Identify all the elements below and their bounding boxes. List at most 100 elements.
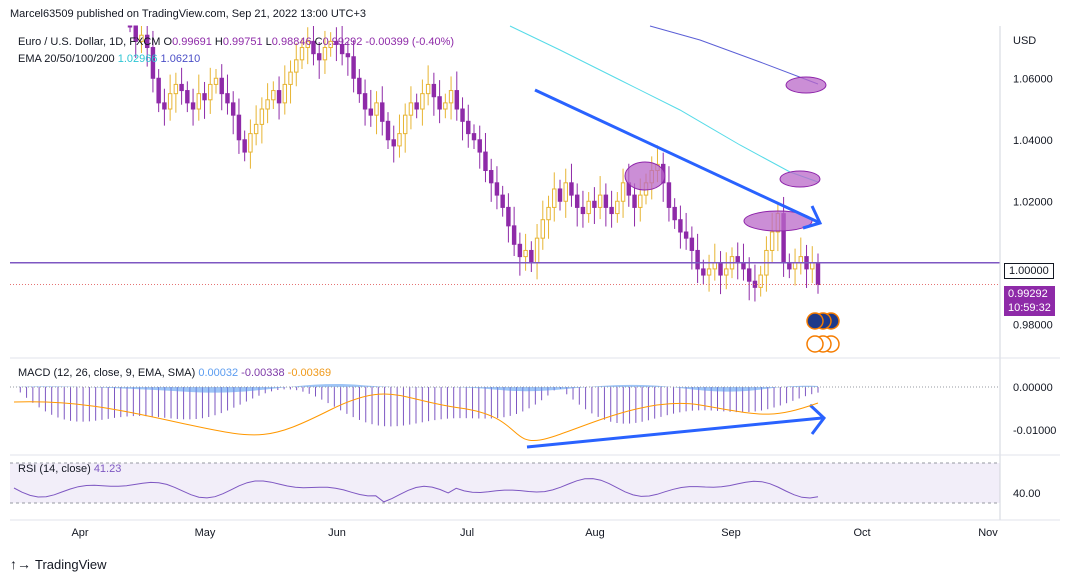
candle-body [425, 83, 431, 95]
candle-body [506, 206, 511, 227]
candle-body [173, 83, 179, 95]
tradingview-logo-icon: ↑→ [10, 556, 31, 572]
macd-histogram-area [14, 384, 818, 393]
candle-body [448, 90, 454, 104]
candle-body [368, 108, 374, 116]
open-label: O [163, 36, 173, 48]
candle-body [746, 268, 752, 282]
candle-body [638, 194, 643, 208]
highlight-ellipse [743, 210, 813, 232]
current-price-tag: 0.99292 10:59:32 [1004, 286, 1055, 316]
candle-body [402, 114, 408, 135]
time-tick-label: Oct [853, 527, 870, 539]
candle-body [144, 34, 150, 49]
rsi-band [10, 463, 1000, 503]
price-tick-label: 1.04000 [1013, 135, 1053, 147]
candle-body [414, 102, 419, 110]
ema-line [509, 25, 819, 183]
candle-body [162, 102, 167, 110]
candle-body [511, 225, 517, 245]
candle-body [718, 262, 723, 276]
time-tick-label: Jun [328, 527, 346, 539]
change-value: -0.00399 (-0.40%) [365, 36, 455, 48]
candle-body [517, 243, 523, 258]
candle-body [219, 77, 224, 95]
candle-body [259, 108, 265, 125]
candle-body [500, 194, 505, 208]
high-label: H [214, 36, 223, 48]
candle-body [471, 133, 477, 141]
candle-body [380, 102, 385, 122]
candle-body [334, 40, 339, 45]
candle-body [706, 268, 712, 276]
candle-body [225, 93, 230, 104]
downtrend-arrow-head [802, 205, 823, 230]
macd-value-3: -0.00369 [287, 367, 332, 379]
candle-body [167, 93, 173, 110]
close-label: C [314, 36, 323, 48]
candle-body [454, 90, 460, 110]
highlight-ellipse [779, 170, 821, 188]
candle-body [248, 133, 253, 153]
symbol-label: Euro / U.S. Dollar, 1D, FXCM [18, 36, 161, 48]
low-label: L [265, 36, 272, 48]
candle-body [397, 133, 402, 147]
candle-body [494, 182, 500, 196]
open-value: 0.99691 [172, 36, 212, 48]
candle-body [230, 102, 236, 116]
uptrend-arrow-line [526, 416, 823, 449]
currency-label: USD [1013, 35, 1036, 47]
candle-body [483, 151, 488, 172]
candle-body [569, 182, 574, 196]
price-tick-label: 1.02000 [1013, 196, 1053, 208]
candle-body [477, 139, 482, 153]
candle-body [678, 219, 683, 233]
price-tick-label: 0.98000 [1013, 319, 1053, 331]
ema-value-2: 1.06210 [160, 53, 201, 65]
candle-body [213, 77, 219, 85]
candle-body [253, 123, 259, 135]
candle-body [810, 262, 815, 270]
candle-body [460, 108, 465, 122]
candle-body [345, 53, 351, 58]
candle-body [792, 262, 798, 270]
price-tick-label: 1.06000 [1013, 73, 1053, 85]
candle-body [597, 194, 603, 208]
candle-body [196, 93, 202, 110]
candle-body [236, 114, 242, 141]
uptrend-arrow-head [808, 403, 827, 435]
candle-body [139, 34, 144, 42]
candle-body [127, 25, 133, 28]
us-event-icon [806, 335, 824, 353]
candle-body [672, 206, 677, 221]
tradingview-brand[interactable]: ↑→ TradingView [10, 556, 107, 572]
rsi-value: 41.23 [93, 463, 122, 475]
candle-body [357, 77, 362, 95]
candle-body [242, 139, 247, 153]
macd-value-1: 0.00032 [198, 367, 239, 379]
candle-body [563, 182, 568, 202]
time-tick-label: Apr [71, 527, 88, 539]
eu-event-icon [806, 312, 824, 330]
candle-body [798, 256, 804, 264]
candle-body [150, 47, 156, 79]
time-tick-label: Aug [585, 527, 605, 539]
ema-legend: EMA 20/50/100/200 1.02966 1.06210 [18, 53, 200, 65]
candle-body [282, 83, 288, 104]
candle-body [339, 43, 345, 55]
time-tick-label: May [195, 527, 216, 539]
macd-label: MACD (12, 26, close, 9, EMA, SMA) [18, 367, 196, 379]
candle-body [735, 256, 740, 264]
candle-body [466, 120, 471, 135]
candle-body [615, 200, 620, 215]
main-legend: Euro / U.S. Dollar, 1D, FXCM O0.99691 H0… [18, 36, 454, 48]
candle-body [586, 200, 591, 215]
candle-body [185, 90, 190, 104]
candle-body [523, 249, 528, 258]
candle-body [431, 83, 437, 98]
candle-body [787, 262, 792, 270]
ema-label: EMA 20/50/100/200 [18, 53, 115, 65]
countdown: 10:59:32 [1008, 302, 1051, 314]
candle-body [299, 47, 305, 61]
